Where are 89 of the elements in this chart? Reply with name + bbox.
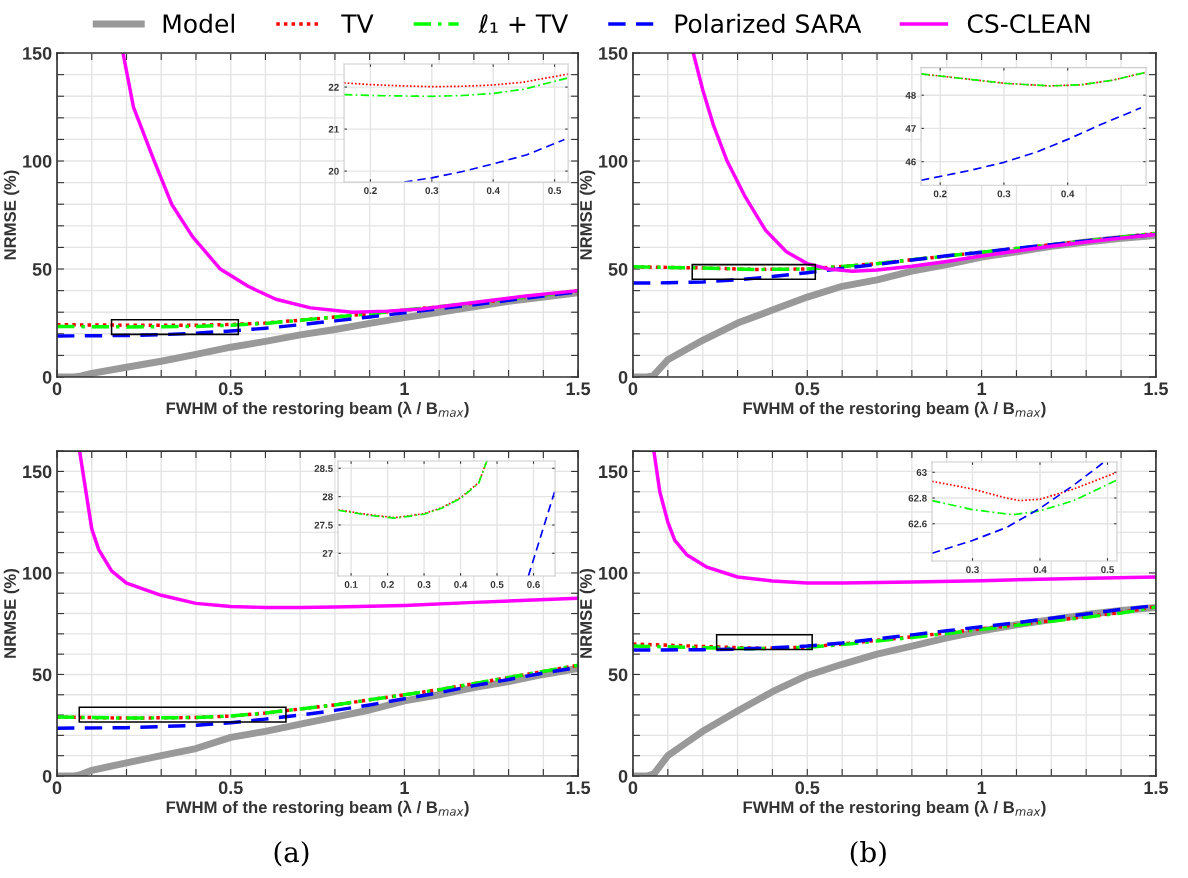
x-tick-label: 1.5 (566, 382, 591, 396)
line-series (931, 471, 1117, 502)
y-tick-label: 0 (42, 769, 52, 783)
y-tick-label: 100 (23, 154, 52, 168)
x-axis-title: FWHM of the restoring beam (λ / B$_{max}$) (743, 800, 1046, 817)
x-tick-label: 0.4 (486, 187, 500, 195)
line-series (921, 106, 1142, 182)
line-series (77, 451, 579, 610)
y-tick-label: 20 (328, 167, 339, 175)
line-series (931, 479, 1117, 516)
y-tick-label: 62.8 (908, 494, 927, 502)
x-tick-label: 1.5 (1144, 382, 1168, 396)
line-series (921, 71, 1147, 87)
x-tick-label: 1 (977, 781, 987, 794)
x-tick-label: 0.2 (364, 187, 377, 195)
y-tick-label: 0 (618, 769, 628, 783)
x-axis-title: FWHM of the restoring beam (λ / B$_{max}$) (166, 800, 469, 817)
y-tick-label: 150 (23, 465, 52, 479)
x-tick-label: 0.5 (218, 382, 243, 396)
y-tick-label: 27.5 (314, 521, 333, 529)
x-tick-label: 0.5 (548, 187, 562, 195)
y-tick-label: 21 (328, 125, 339, 133)
x-tick-label: 1 (400, 781, 409, 794)
y-tick-label: 27 (322, 550, 333, 557)
x-tick-label: 0.4 (1061, 190, 1075, 198)
y-tick-label: 28.5 (314, 465, 333, 472)
y-tick-label: 50 (32, 668, 52, 682)
x-tick-label: 0.4 (454, 581, 468, 588)
y-tick-label: 100 (23, 566, 52, 580)
y-tick-label: 150 (599, 46, 628, 60)
y-tick-label: 62.6 (908, 520, 927, 528)
y-tick-label: 47 (905, 125, 916, 132)
y-tick-label: 150 (23, 46, 52, 60)
y-axis-title: NRMSE (%) (3, 569, 20, 658)
y-tick-label: 63 (916, 469, 927, 476)
x-tick-label: 0 (52, 781, 62, 795)
x-tick-label: 0.5 (795, 781, 820, 795)
y-tick-label: 150 (599, 465, 628, 479)
x-tick-label: 0.3 (417, 581, 431, 588)
x-axis-title: FWHM of the restoring beam (λ / B$_{max}$) (743, 401, 1046, 418)
line-series (344, 77, 569, 98)
y-axis-title: NRMSE (%) (579, 170, 596, 260)
x-tick-label: 1.5 (566, 781, 591, 795)
line-series (691, 53, 1156, 273)
y-tick-label: 28 (322, 493, 333, 501)
x-tick-label: 0.4 (1033, 566, 1047, 574)
x-tick-label: 0.5 (490, 581, 504, 588)
x-tick-label: 0.3 (425, 187, 439, 195)
legend-label: ℓ₁ + TV (478, 14, 569, 34)
y-tick-label: 50 (608, 262, 628, 276)
x-tick-label: 0.5 (218, 781, 243, 795)
y-axis-title: NRMSE (%) (579, 569, 596, 658)
x-axis-title: FWHM of the restoring beam (λ / B$_{max}$) (166, 401, 469, 418)
y-tick-label: 0 (618, 370, 628, 384)
text: (b) (850, 840, 886, 867)
y-tick-label: 48 (905, 91, 916, 99)
x-tick-label: 0 (628, 781, 638, 795)
legend-label: TV (341, 14, 374, 33)
x-tick-label: 0.3 (997, 190, 1011, 198)
y-tick-label: 50 (32, 262, 52, 276)
x-tick-label: 0.2 (381, 581, 394, 588)
y-tick-label: 22 (328, 83, 339, 91)
x-tick-label: 0.5 (1101, 566, 1114, 574)
legend-label: Polarized SARA (675, 13, 862, 34)
y-tick-label: 100 (599, 566, 628, 580)
line-series (652, 451, 1156, 585)
legend-label: CS-CLEAN (967, 14, 1090, 34)
x-tick-label: 1.5 (1144, 781, 1168, 795)
y-tick-label: 50 (608, 668, 628, 682)
text: (a) (274, 840, 309, 867)
x-tick-label: 0.5 (795, 382, 820, 396)
x-tick-label: 1 (400, 382, 409, 395)
x-tick-label: 0 (628, 382, 638, 396)
x-tick-label: 0.2 (933, 190, 947, 198)
y-tick-label: 0 (42, 370, 52, 384)
x-tick-label: 0.6 (527, 581, 540, 588)
line-series (337, 460, 488, 519)
line-series (632, 231, 1156, 272)
y-axis-title: NRMSE (%) (3, 170, 20, 260)
legend-label: Model (163, 13, 234, 34)
x-tick-label: 1 (977, 382, 987, 395)
x-tick-label: 0 (52, 382, 62, 396)
x-tick-label: 0.1 (344, 581, 358, 588)
y-tick-label: 46 (905, 158, 916, 166)
y-tick-label: 100 (599, 154, 628, 168)
x-tick-label: 0.3 (966, 566, 979, 574)
line-series (121, 53, 579, 314)
line-series (57, 663, 579, 720)
line-series (931, 462, 1105, 555)
